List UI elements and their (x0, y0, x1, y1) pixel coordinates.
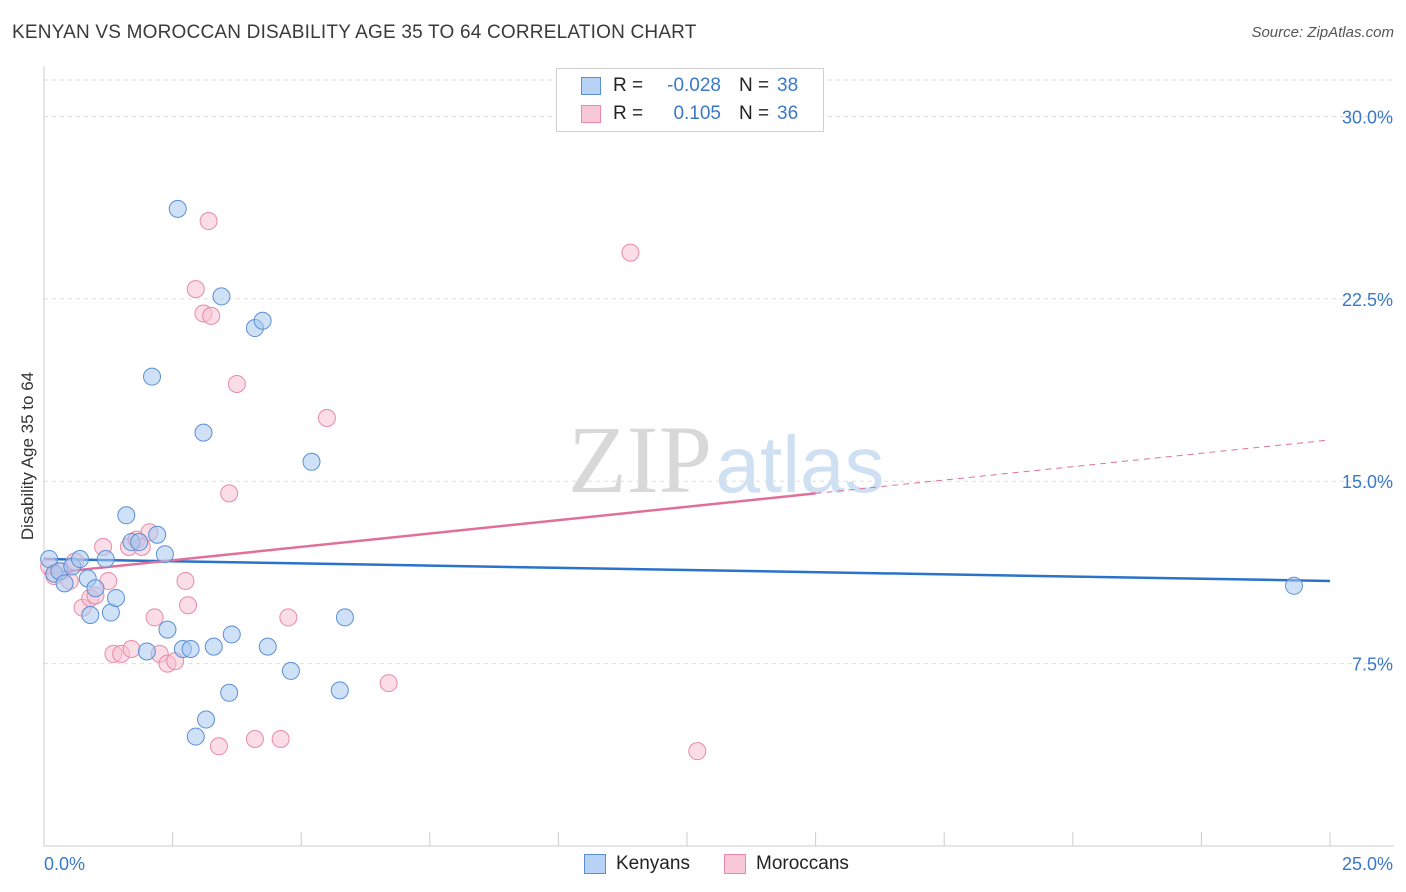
point-kenyans (253, 311, 272, 330)
point-moroccans (145, 608, 164, 627)
point-kenyans (204, 637, 223, 656)
legend-r-label: R = (613, 103, 644, 124)
source-label: Source: ZipAtlas.com (1251, 24, 1394, 41)
point-kenyans (330, 681, 349, 700)
trend-lines (43, 439, 1331, 583)
point-moroccans (317, 409, 336, 428)
legend-r-label: R = (613, 75, 644, 96)
watermark: ZIP atlas (568, 406, 884, 513)
point-kenyans (117, 506, 136, 525)
legend-swatch-moroccans (581, 105, 601, 123)
chart-title: KENYAN VS MOROCCAN DISABILITY AGE 35 TO … (12, 22, 697, 43)
point-kenyans (148, 525, 167, 544)
grid-lines (44, 79, 1394, 665)
point-moroccans (621, 243, 640, 262)
point-kenyans (220, 683, 239, 702)
point-kenyans (194, 423, 213, 442)
point-kenyans (71, 550, 90, 569)
point-kenyans (212, 287, 231, 306)
point-kenyans (86, 579, 105, 598)
point-moroccans (688, 742, 707, 761)
point-kenyans (197, 710, 216, 729)
point-kenyans (168, 199, 187, 218)
bottom-legend-moroccans: Moroccans (724, 852, 849, 876)
point-kenyans (143, 367, 162, 386)
point-kenyans (55, 574, 74, 593)
point-moroccans (202, 306, 221, 325)
y-tick-label: 30.0% (1342, 107, 1393, 127)
trend-line-moroccans (43, 492, 816, 575)
point-moroccans (220, 484, 239, 503)
legend-swatch-kenyans (581, 77, 601, 95)
x-tick-label: 0.0% (44, 854, 85, 874)
data-points (40, 199, 1303, 761)
point-moroccans (227, 374, 246, 393)
bottom-legend-kenyans: Kenyans (584, 852, 690, 876)
point-kenyans (302, 452, 321, 471)
point-kenyans (1284, 576, 1303, 595)
point-moroccans (199, 212, 218, 231)
y-tick-label: 7.5% (1352, 655, 1393, 675)
bottom-legend-swatch-moroccans (724, 854, 746, 874)
axes (43, 66, 1394, 847)
point-kenyans (222, 625, 241, 644)
legend-n-value: 38 (777, 75, 799, 96)
point-moroccans (271, 730, 290, 749)
point-moroccans (176, 571, 195, 590)
bottom-legend-swatch-kenyans (584, 854, 606, 874)
point-moroccans (122, 640, 141, 659)
point-kenyans (96, 550, 115, 569)
legend-r-value: 0.105 (673, 103, 721, 124)
legend-row-kenyans: R = -0.028 N = 38 (581, 73, 798, 99)
point-kenyans (158, 620, 177, 639)
x-tick-label: 25.0% (1342, 854, 1393, 874)
watermark-zip: ZIP (568, 406, 712, 513)
trend-line-moroccans (815, 439, 1331, 494)
point-kenyans (258, 637, 277, 656)
legend-n-label: N = (739, 75, 770, 96)
point-moroccans (186, 280, 205, 299)
trend-line-kenyans (43, 557, 1331, 583)
point-kenyans (155, 545, 174, 564)
y-axis-label: Disability Age 35 to 64 (18, 371, 37, 541)
y-tick-label: 22.5% (1342, 290, 1393, 310)
point-kenyans (81, 605, 100, 624)
legend-r-value: -0.028 (667, 75, 721, 96)
point-kenyans (130, 533, 149, 552)
point-kenyans (281, 661, 300, 680)
point-kenyans (137, 642, 156, 661)
point-kenyans (186, 727, 205, 746)
point-kenyans (181, 640, 200, 659)
bottom-legend-label-moroccans: Moroccans (756, 853, 849, 874)
point-moroccans (179, 596, 198, 615)
point-kenyans (335, 608, 354, 627)
legend-n-label: N = (739, 103, 770, 124)
bottom-legend-label-kenyans: Kenyans (616, 853, 690, 874)
point-moroccans (379, 674, 398, 693)
legend-row-moroccans: R = 0.105 N = 36 (581, 101, 798, 127)
tick-labels: 7.5% 15.0% 22.5% 30.0% 0.0% 25.0% (44, 107, 1393, 874)
y-tick-label: 15.0% (1342, 472, 1393, 492)
point-moroccans (209, 737, 228, 756)
point-kenyans (107, 588, 126, 607)
point-moroccans (245, 730, 264, 749)
point-moroccans (279, 608, 298, 627)
legend-n-value: 36 (777, 103, 799, 124)
stats-legend: R = -0.028 N = 38 R = 0.105 N = 36 (556, 68, 824, 132)
